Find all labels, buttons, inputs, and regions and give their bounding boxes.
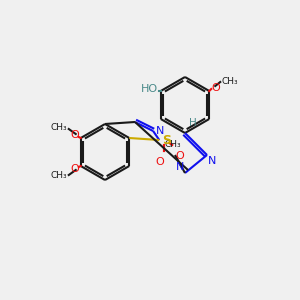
Text: CH₃: CH₃: [165, 140, 181, 149]
Text: N: N: [176, 162, 184, 172]
Text: CH₃: CH₃: [50, 172, 67, 181]
Text: H: H: [189, 118, 197, 128]
Text: N: N: [156, 126, 164, 136]
Text: CH₃: CH₃: [50, 124, 67, 133]
Text: O: O: [70, 130, 79, 140]
Text: O: O: [211, 83, 220, 93]
Text: O: O: [156, 157, 165, 167]
Text: CH₃: CH₃: [221, 76, 238, 85]
Text: HO: HO: [141, 84, 158, 94]
Text: N: N: [208, 156, 216, 166]
Text: O: O: [70, 164, 79, 174]
Text: O: O: [175, 151, 184, 161]
Text: S: S: [162, 134, 171, 148]
